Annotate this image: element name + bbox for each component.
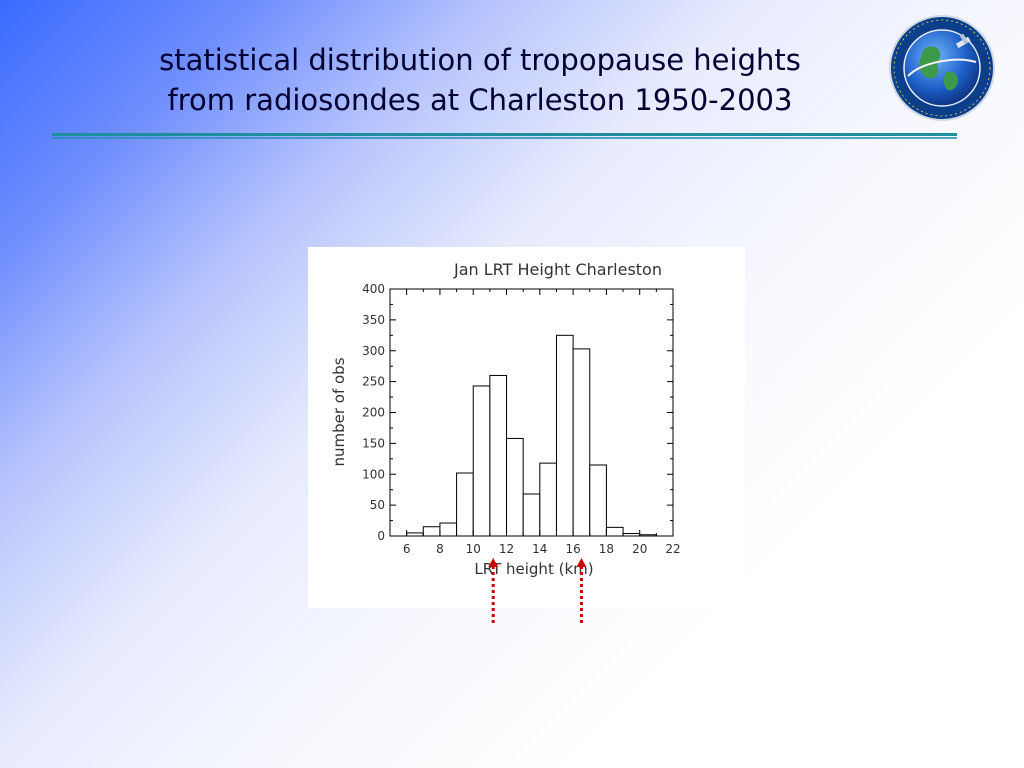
chart-title: Jan LRT Height Charleston xyxy=(453,260,662,279)
histogram-bar xyxy=(422,526,441,537)
slide-title: statistical distribution of tropopause h… xyxy=(60,40,900,120)
y-tick-label: 250 xyxy=(362,375,385,389)
histogram-chart: Jan LRT Height Charleston number of obs … xyxy=(330,260,681,578)
peak-marker-arrows xyxy=(488,558,587,624)
x-tick-label: 20 xyxy=(632,542,647,556)
histogram-bar xyxy=(522,493,541,537)
title-divider-secondary xyxy=(52,137,957,139)
histogram-bar xyxy=(456,472,474,537)
x-tick-label: 10 xyxy=(466,542,481,556)
slide-title-line-1: statistical distribution of tropopause h… xyxy=(159,43,801,77)
x-axis-label: LRT height (km) xyxy=(474,560,593,578)
peak-arrow-head xyxy=(576,558,587,567)
title-divider xyxy=(52,133,957,136)
histogram-bar xyxy=(406,532,424,537)
y-axis-label: number of obs xyxy=(330,357,348,466)
x-tick-label: 14 xyxy=(532,542,547,556)
x-tick-label: 18 xyxy=(599,542,614,556)
histogram-panel: Jan LRT Height Charleston number of obs … xyxy=(308,247,745,608)
x-tick-label: 12 xyxy=(499,542,514,556)
y-tick-label: 150 xyxy=(362,436,385,450)
x-tick-label: 8 xyxy=(436,542,444,556)
histogram-bar xyxy=(572,348,591,537)
histogram-bar xyxy=(506,437,524,537)
histogram-bar xyxy=(539,462,557,537)
histogram-bar xyxy=(622,533,641,537)
y-tick-label: 0 xyxy=(377,529,385,543)
histogram-bar xyxy=(439,522,458,537)
x-tick-label: 22 xyxy=(665,542,680,556)
histogram-bar xyxy=(589,464,607,537)
y-tick-label: 300 xyxy=(362,344,385,358)
y-tick-label: 50 xyxy=(370,498,385,512)
x-tick-label: 16 xyxy=(565,542,580,556)
slide-title-line-2: from radiosondes at Charleston 1950-2003 xyxy=(167,83,793,117)
x-tick-label: 6 xyxy=(403,542,411,556)
y-tick-label: 200 xyxy=(362,406,385,420)
y-tick-label: 350 xyxy=(362,313,385,327)
histogram-bar xyxy=(489,374,508,537)
y-tick-label: 100 xyxy=(362,467,385,481)
histogram-bar xyxy=(639,534,657,537)
histogram-bar xyxy=(605,526,624,537)
histogram-bar xyxy=(555,334,574,537)
plot-area: 0 50 100 150 200 250 300 350 400 6 8 10 12 14 16 18 20 22 xyxy=(362,282,681,556)
jcsda-globe-seal-icon xyxy=(889,15,995,121)
peak-arrow-head xyxy=(488,558,499,567)
histogram-bar xyxy=(472,385,491,537)
y-tick-label: 400 xyxy=(362,282,385,296)
